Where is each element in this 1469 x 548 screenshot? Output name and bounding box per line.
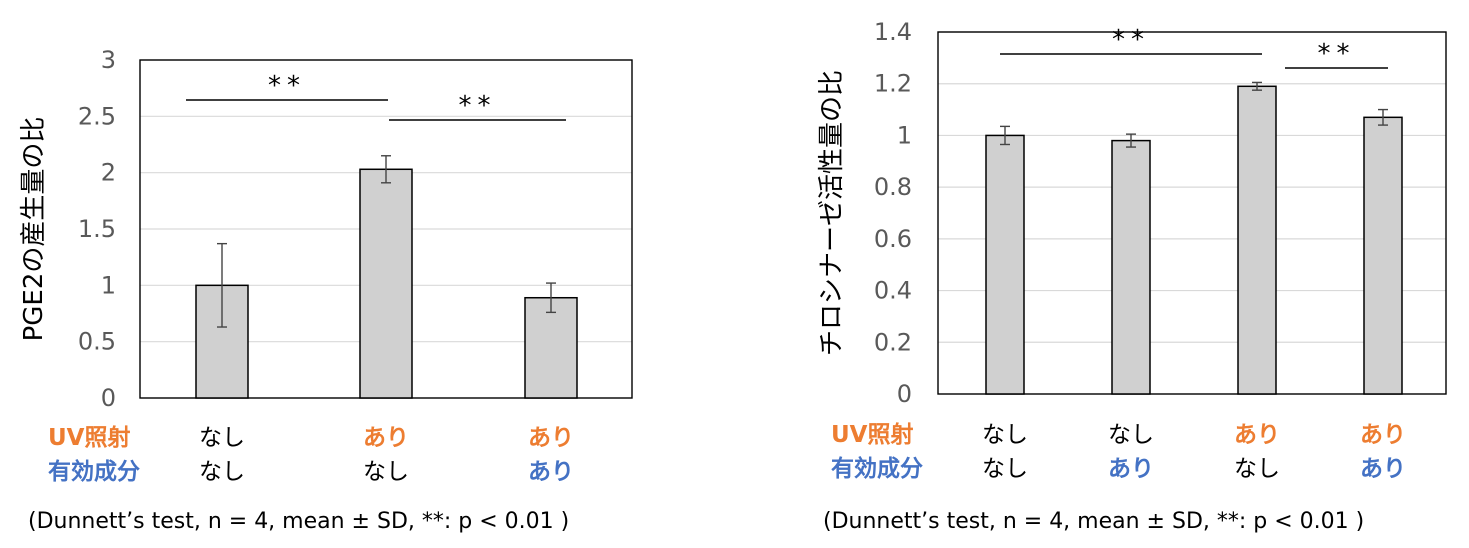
footnote: (Dunnett’s test, n = 4, mean ± SD, **: p…	[28, 509, 569, 534]
row-label-uv: UV照射	[48, 424, 130, 451]
bar	[1111, 139, 1151, 395]
significance-label: **	[1112, 25, 1150, 55]
uv-condition: なし	[982, 422, 1028, 448]
bar	[359, 168, 413, 399]
y-tick-label: 0	[101, 384, 116, 412]
y-tick-label: 1.4	[874, 18, 912, 46]
y-tick-label: 0	[897, 380, 912, 408]
uv-condition: あり	[1360, 422, 1406, 448]
y-axis-label: PGE2の産生量の比	[19, 117, 49, 342]
uv-condition: あり	[528, 425, 574, 451]
active-condition: なし	[982, 456, 1028, 482]
active-condition: なし	[1234, 456, 1280, 482]
y-axis-label: チロシナーゼ活性量の比	[817, 70, 847, 356]
row-label-active: 有効成分	[48, 458, 140, 485]
y-tick-label: 0.8	[874, 173, 912, 201]
y-tick-label: 1.5	[78, 215, 116, 243]
y-tick-label: 3	[101, 46, 116, 74]
significance-label: **	[1318, 39, 1356, 69]
significance-label: **	[268, 71, 306, 101]
active-condition: なし	[199, 459, 245, 485]
y-tick-label: 0.2	[874, 328, 912, 356]
uv-condition: あり	[363, 425, 409, 451]
bar	[985, 134, 1025, 395]
row-label-active: 有効成分	[831, 455, 923, 482]
footnote: (Dunnett’s test, n = 4, mean ± SD, **: p…	[823, 509, 1364, 534]
bar	[1363, 116, 1403, 395]
chart-1: 00.511.522.53****PGE2の産生量の比UV照射有効成分なし ありあ…	[19, 46, 633, 534]
row-label-uv: UV照射	[831, 421, 913, 448]
y-tick-label: 0.4	[874, 277, 912, 305]
uv-condition: なし	[1108, 422, 1154, 448]
y-tick-label: 0.5	[78, 328, 116, 356]
active-condition: あり	[1108, 456, 1154, 482]
y-tick-label: 1	[897, 121, 912, 149]
y-tick-label: 2.5	[78, 102, 116, 130]
y-tick-label: 2	[101, 159, 116, 187]
y-tick-label: 1.2	[874, 70, 912, 98]
active-condition: あり	[528, 459, 574, 485]
significance-label: **	[459, 91, 497, 121]
uv-condition: あり	[1234, 422, 1280, 448]
chart-2: 0 0.2 0.4 0.6 0.8 1 1.2 1.4 ** ** チロシナーゼ活性量の比 UV照射有…	[817, 18, 1447, 534]
active-condition: なし	[363, 459, 409, 485]
active-condition: あり	[1360, 456, 1406, 482]
bar	[1237, 85, 1277, 395]
plot-frame	[937, 31, 1447, 395]
uv-condition: なし	[199, 425, 245, 451]
y-tick-label: 0.6	[874, 225, 912, 253]
y-tick-label: 1	[101, 271, 116, 299]
